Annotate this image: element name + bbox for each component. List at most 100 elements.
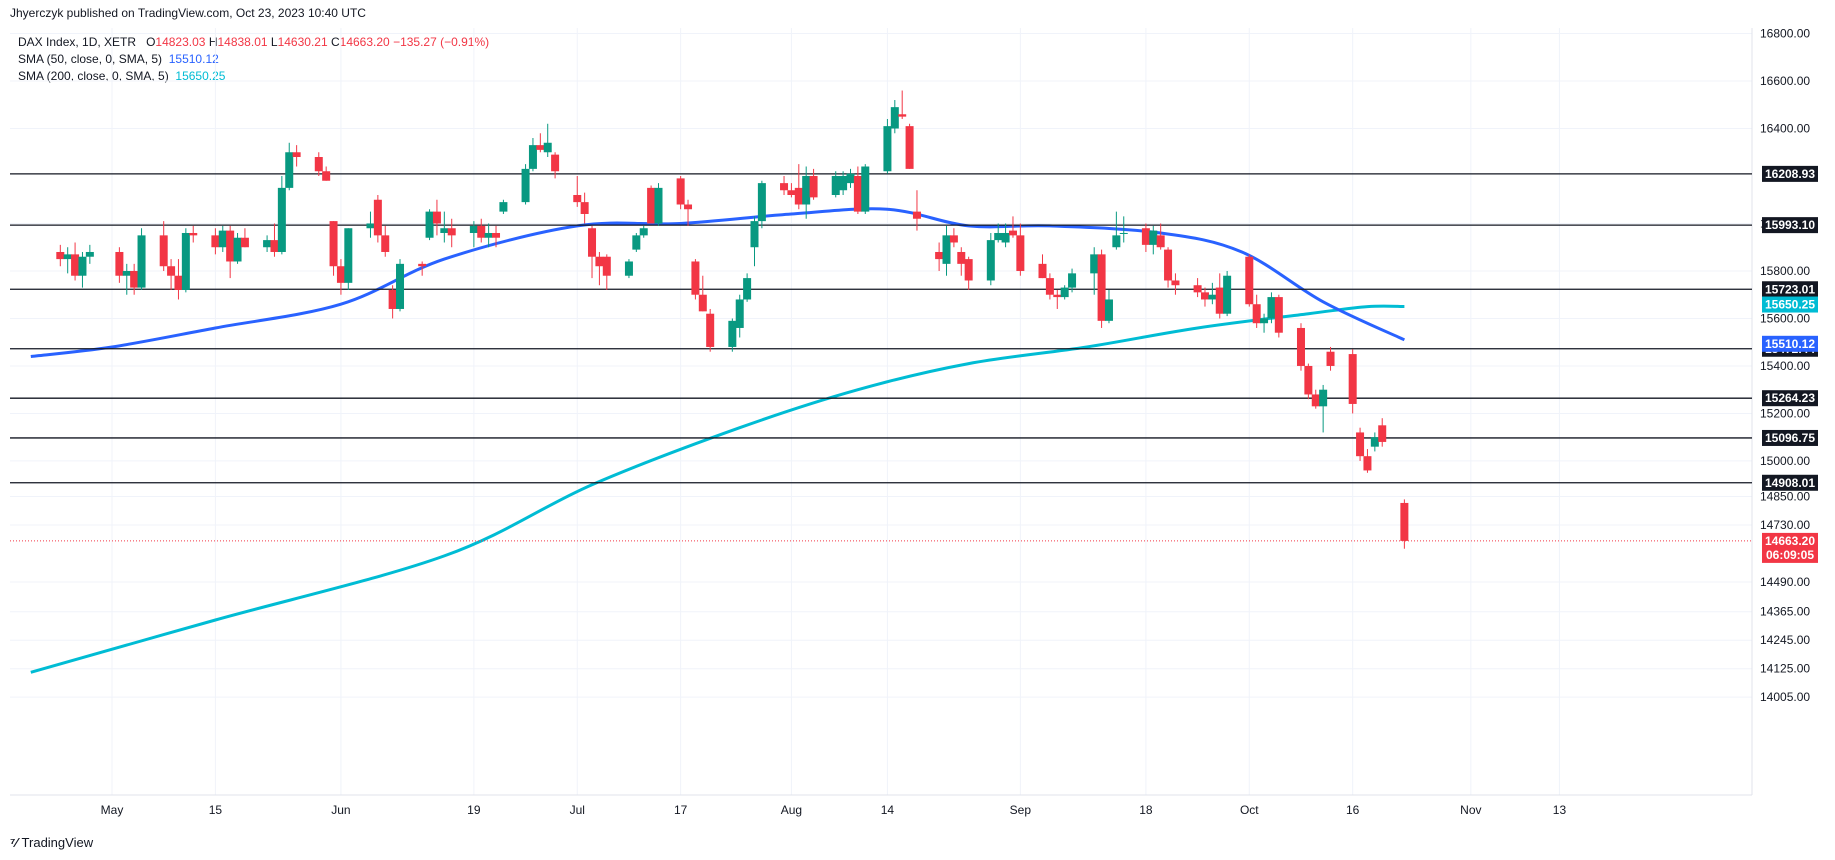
candle-up — [277, 187, 286, 252]
sma50-value: 15510.12 — [168, 52, 219, 66]
candle-down — [1311, 394, 1320, 407]
candle-up — [1060, 287, 1069, 298]
price-tick-label: 14490.00 — [1760, 575, 1810, 589]
candle-down — [1156, 235, 1165, 248]
candle-up — [846, 173, 855, 184]
candle-down — [588, 228, 597, 257]
candle-down — [1097, 254, 1106, 321]
candle-up — [986, 240, 995, 281]
candle-up — [122, 270, 131, 276]
sma50-row[interactable]: SMA (50, close, 0, SMA, 5) 15510.12 — [18, 51, 489, 68]
candle-up — [1260, 318, 1269, 324]
candle-down — [573, 194, 582, 203]
candle-down — [1141, 228, 1150, 245]
candle-down — [809, 176, 818, 198]
grid — [10, 28, 1753, 796]
candle-down — [174, 275, 183, 290]
sma200-price-label: 15650.25 — [1765, 298, 1815, 312]
candle-up — [624, 261, 633, 276]
candle-down — [794, 187, 803, 205]
candle-up — [469, 225, 478, 233]
candle-down — [1245, 256, 1254, 305]
candle-down — [130, 270, 139, 288]
candle-down — [447, 228, 456, 236]
footer-brand[interactable]: TradingView — [21, 835, 94, 850]
sma50-line-group — [30, 207, 1406, 358]
candle-up — [285, 152, 294, 188]
level-label: 15993.10 — [1765, 218, 1815, 232]
time-axis[interactable]: May 15 Jun 19 Jul 17 Aug 14 Sep 18 Oct 16 Nov 13 — [101, 803, 1567, 817]
candle-down — [1326, 351, 1335, 366]
time-tick-label: 18 — [1139, 803, 1153, 817]
level-label-bg — [1762, 217, 1818, 234]
candle-up — [802, 176, 811, 205]
candle-up — [861, 166, 870, 212]
time-tick-label: 19 — [467, 803, 481, 817]
candle-down — [647, 187, 656, 224]
candle-down — [211, 235, 220, 248]
candle-up — [654, 187, 663, 224]
candle-down — [551, 154, 560, 172]
symbol-label[interactable]: DAX Index, 1D, XETR — [18, 35, 137, 49]
candle-down — [1171, 280, 1180, 286]
candle-down — [691, 261, 700, 295]
sma200-line — [30, 304, 1405, 674]
candle-up — [994, 232, 1003, 241]
high-value: 14838.01 — [217, 35, 268, 49]
time-tick-label: Sep — [1010, 803, 1032, 817]
tradingview-logo-icon[interactable]: ⁷∕ — [10, 835, 18, 850]
candle-down — [912, 211, 921, 219]
price-tick-label: 15600.00 — [1760, 311, 1810, 325]
candle-down — [949, 235, 958, 243]
candle-down — [595, 256, 604, 267]
candle-up — [743, 278, 752, 300]
time-tick-label: Jun — [331, 803, 350, 817]
candle-up — [85, 251, 94, 257]
chart-legend: DAX Index, 1D, XETR O14823.03 H14838.01 … — [18, 34, 489, 85]
level-label: 14908.01 — [1765, 476, 1815, 490]
candle-down — [167, 266, 176, 276]
candle-down — [1274, 297, 1283, 333]
last-price-label-bg — [1762, 532, 1818, 563]
candle-up — [528, 145, 537, 169]
candle-down — [1193, 285, 1202, 293]
candle-down — [1252, 304, 1261, 324]
sma200-label: SMA (200, close, 0, SMA, 5) — [18, 69, 169, 83]
candle-down — [1356, 432, 1365, 457]
price-tick-label: 14730.00 — [1760, 518, 1810, 532]
time-tick-label: 15 — [209, 803, 223, 817]
candle-down — [698, 294, 707, 312]
sma200-row[interactable]: SMA (200, close, 0, SMA, 5) 15650.25 — [18, 68, 489, 85]
sma50-price-label-bg — [1762, 335, 1818, 352]
candle-down — [270, 240, 279, 252]
candle-down — [1304, 365, 1313, 395]
candle-up — [1370, 437, 1379, 447]
candle-up — [883, 126, 892, 172]
candle-down — [1348, 354, 1357, 404]
time-tick-label: 16 — [1346, 803, 1360, 817]
price-tick-label: 16600.00 — [1760, 74, 1810, 88]
candle-up — [1119, 232, 1128, 234]
candle-down — [226, 230, 235, 262]
high-label: H — [208, 35, 218, 49]
change-value: −135.27 (−0.91%) — [393, 35, 490, 49]
level-label-bg — [1762, 429, 1818, 446]
price-tick-label: 15400.00 — [1760, 359, 1810, 373]
time-tick-label: Oct — [1240, 803, 1259, 817]
candle-up — [831, 176, 840, 195]
level-label-bg — [1762, 165, 1818, 182]
time-tick-label: 13 — [1553, 803, 1567, 817]
candle-down — [580, 202, 589, 214]
candle-down — [964, 259, 973, 281]
countdown-label: 06:09:05 — [1766, 548, 1814, 562]
candle-down — [536, 145, 545, 150]
candle-up — [218, 230, 227, 248]
candle-up — [78, 256, 87, 276]
candle-up — [137, 235, 146, 288]
candle-down — [787, 190, 796, 195]
price-tick-label: 16400.00 — [1760, 122, 1810, 136]
price-axis[interactable]: 17000.0016800.0016600.0016400.0016000.00… — [1760, 0, 1810, 705]
candle-up — [425, 211, 434, 238]
candle-up — [366, 223, 375, 229]
